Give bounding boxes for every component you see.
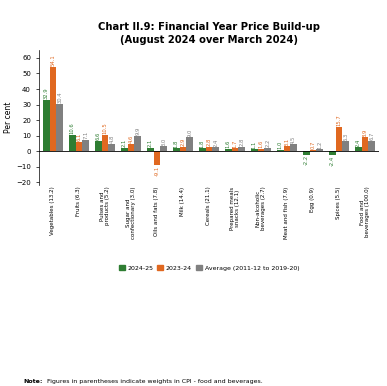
Text: 3.1: 3.1 <box>284 137 289 146</box>
Bar <box>251 149 258 151</box>
Text: 1.7: 1.7 <box>233 139 238 148</box>
Bar <box>336 127 342 151</box>
Y-axis label: Per cent: Per cent <box>4 102 14 134</box>
Bar <box>284 146 290 151</box>
Text: 6.1: 6.1 <box>77 133 82 141</box>
Text: 2.8: 2.8 <box>239 138 244 146</box>
Bar <box>225 149 231 151</box>
Bar <box>355 147 361 151</box>
Text: 2.2: 2.2 <box>265 139 270 147</box>
Text: 1.0: 1.0 <box>278 141 283 149</box>
Text: 6.6: 6.6 <box>96 132 101 140</box>
Text: 2.9: 2.9 <box>180 138 185 146</box>
Text: 4.8: 4.8 <box>109 135 114 143</box>
Bar <box>57 104 63 151</box>
Text: 3.0: 3.0 <box>161 137 166 146</box>
Text: 6.3: 6.3 <box>343 132 348 141</box>
Text: -2.4: -2.4 <box>330 156 335 166</box>
Bar <box>329 151 336 155</box>
Bar <box>187 137 193 151</box>
Bar <box>258 149 264 151</box>
Text: 1.6: 1.6 <box>226 140 231 148</box>
Text: 8.9: 8.9 <box>363 128 368 137</box>
Text: 7.1: 7.1 <box>83 131 88 139</box>
Text: 10.6: 10.6 <box>70 122 75 134</box>
Text: 2.1: 2.1 <box>122 139 127 147</box>
Bar <box>108 144 115 151</box>
Bar <box>205 147 212 151</box>
Text: 6.7: 6.7 <box>369 132 374 140</box>
Bar <box>160 146 167 151</box>
Text: 4.5: 4.5 <box>291 135 296 144</box>
Text: -9.1: -9.1 <box>154 166 159 176</box>
Title: Chart II.9: Financial Year Price Build-up
(August 2024 over March 2024): Chart II.9: Financial Year Price Build-u… <box>98 22 320 45</box>
Bar <box>303 151 310 154</box>
Text: Figures in parentheses indicate weights in CPI - food and beverages.: Figures in parentheses indicate weights … <box>45 379 262 384</box>
Text: 10.5: 10.5 <box>103 122 108 134</box>
Bar <box>50 67 57 151</box>
Text: 1.2: 1.2 <box>317 140 322 149</box>
Text: 30.4: 30.4 <box>57 91 62 103</box>
Text: 4.6: 4.6 <box>128 135 134 143</box>
Bar <box>310 150 316 151</box>
Text: 2.4: 2.4 <box>356 139 361 147</box>
Text: 9.0: 9.0 <box>187 128 192 137</box>
Bar <box>316 149 323 151</box>
Bar <box>95 141 102 151</box>
Bar <box>43 100 50 151</box>
Bar <box>180 147 187 151</box>
Text: 0.7: 0.7 <box>310 141 315 149</box>
Text: -2.2: -2.2 <box>304 155 309 166</box>
Bar <box>342 141 349 151</box>
Bar <box>121 148 128 151</box>
Bar <box>147 148 154 151</box>
Text: Note:: Note: <box>23 379 43 384</box>
Bar <box>238 147 245 151</box>
Bar <box>264 148 271 151</box>
Text: 2.1: 2.1 <box>148 139 153 147</box>
Bar <box>128 144 134 151</box>
Bar <box>212 147 219 151</box>
Bar <box>69 135 75 151</box>
Bar <box>102 135 108 151</box>
Text: 2.8: 2.8 <box>207 138 211 146</box>
Text: 9.9: 9.9 <box>135 127 140 135</box>
Bar <box>199 148 205 151</box>
Bar <box>154 151 160 165</box>
Bar <box>290 144 297 151</box>
Bar <box>75 142 82 151</box>
Text: 1.8: 1.8 <box>174 139 179 148</box>
Bar <box>134 136 141 151</box>
Bar <box>368 141 375 151</box>
Text: 54.1: 54.1 <box>50 55 55 66</box>
Bar <box>231 149 238 151</box>
Legend: 2024-25, 2023-24, Average (2011-12 to 2019-20): 2024-25, 2023-24, Average (2011-12 to 20… <box>116 263 302 273</box>
Bar <box>82 140 89 151</box>
Text: 2.4: 2.4 <box>213 139 218 147</box>
Text: 1.1: 1.1 <box>252 141 257 149</box>
Bar <box>361 137 368 151</box>
Bar <box>173 148 180 151</box>
Text: 32.9: 32.9 <box>44 88 49 100</box>
Text: 1.8: 1.8 <box>200 139 205 148</box>
Text: 15.7: 15.7 <box>336 114 341 126</box>
Text: 1.6: 1.6 <box>259 140 264 148</box>
Bar <box>277 149 284 151</box>
